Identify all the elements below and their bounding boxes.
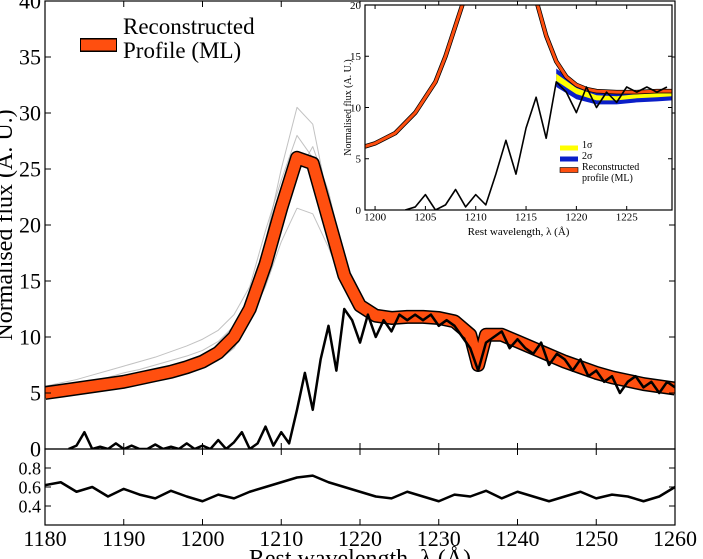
legend-label: Reconstructed profile (ML) xyxy=(582,162,640,184)
x-tick-label: 1240 xyxy=(496,526,540,551)
x-tick-label: 1200 xyxy=(364,211,387,223)
y-axis-label: Normalised flux (A. U.) xyxy=(343,59,354,155)
plot-area xyxy=(45,474,675,503)
x-tick-label: 1220 xyxy=(565,211,588,223)
spectrum-line xyxy=(45,474,675,503)
legend-swatch xyxy=(560,156,578,162)
y-tick-label: 35 xyxy=(19,45,41,70)
y-tick-label: 20 xyxy=(350,0,362,12)
y-tick-label: 5 xyxy=(30,381,41,406)
x-tick-label: 1210 xyxy=(465,211,488,223)
x-tick-label: 1210 xyxy=(259,526,303,551)
y-tick-label: 40 xyxy=(19,0,41,14)
plot-area xyxy=(365,5,672,210)
x-tick-label: 1250 xyxy=(574,526,618,551)
panel: 1200 1205 1210 1215 1220 1225 0 5 10 15 20 Rest wav… xyxy=(343,0,673,238)
x-tick-label: 1200 xyxy=(181,526,225,551)
x-tick-label: 1215 xyxy=(515,211,538,223)
profile-line xyxy=(365,5,672,148)
x-tick-label: 1230 xyxy=(417,526,461,551)
confidence-band xyxy=(556,73,672,101)
x-axis-label: Rest wavelength, λ (Å) xyxy=(468,226,570,238)
y-tick-label: 10 xyxy=(350,102,362,114)
spectrum-line xyxy=(68,307,675,449)
x-tick-label: 1220 xyxy=(338,526,382,551)
y-tick-label: 25 xyxy=(19,157,41,182)
y-tick-label: 0 xyxy=(30,437,41,462)
legend-label: 2σ xyxy=(582,151,593,162)
y-tick-label: 30 xyxy=(19,101,41,126)
y-tick-label: 15 xyxy=(19,269,41,294)
y-tick-label: 15 xyxy=(350,51,362,63)
x-tick-label: 1205 xyxy=(414,211,437,223)
x-tick-label: 1260 xyxy=(653,526,697,551)
legend-label: 1σ xyxy=(582,140,593,151)
x-tick-label: 1225 xyxy=(616,211,639,223)
panel: 0 5 10 15 20 25 30 35 40 Normalised flux (A. U.) xyxy=(0,0,676,462)
y-tick-label: 10 xyxy=(19,325,41,350)
y-axis-label: Normalised flux (A. U.) xyxy=(0,109,18,340)
y-tick-label: 20 xyxy=(19,213,41,238)
y-tick-label: 0 xyxy=(356,205,362,217)
y-tick-label: 5 xyxy=(356,154,362,166)
spectrum-line xyxy=(405,81,668,210)
y-tick-label: 0.4 xyxy=(19,496,42,516)
y-tick-label: 0.6 xyxy=(19,477,42,497)
plot-area xyxy=(45,106,675,449)
panel: 1180 1190 1200 1210 1220 1230 1240 1250 12600.40… xyxy=(19,448,697,559)
x-tick-label: 1190 xyxy=(102,526,145,551)
y-tick-label: 0.8 xyxy=(19,458,42,478)
legend-label: Reconstructed Profile (ML) xyxy=(123,14,255,64)
legend-swatch xyxy=(559,167,579,173)
legend-swatch xyxy=(560,145,578,151)
x-axis-label: Rest wavelength, λ (Å) xyxy=(249,546,471,559)
x-tick-label: 1180 xyxy=(23,526,66,551)
axes-frame xyxy=(44,448,676,526)
